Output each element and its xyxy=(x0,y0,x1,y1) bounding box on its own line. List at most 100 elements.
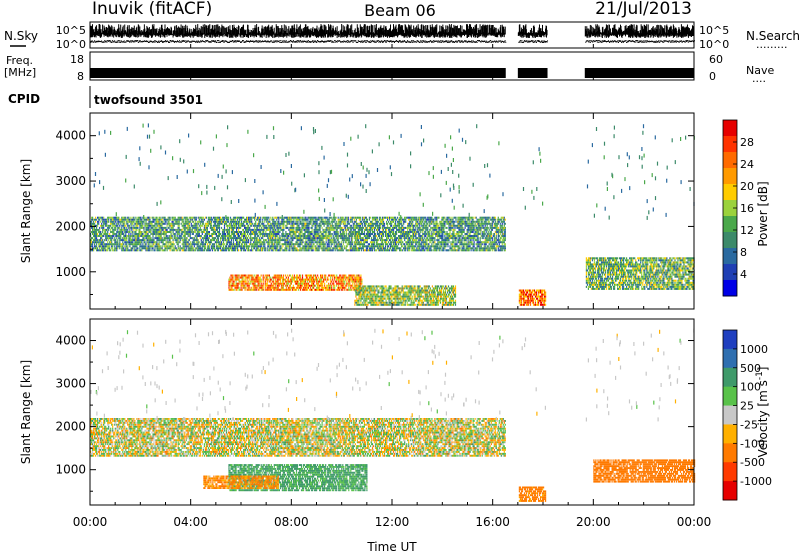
scatter-cell xyxy=(95,217,96,219)
scatter-cell xyxy=(209,233,210,235)
scatter-cell xyxy=(152,237,153,239)
scatter-cell xyxy=(142,227,143,229)
noise-search-trace xyxy=(314,41,315,42)
noise-search-trace xyxy=(628,41,629,42)
freq-left-tick-bottom: 8 xyxy=(77,70,84,83)
noise-search-trace xyxy=(394,42,395,43)
noise-search-trace xyxy=(442,40,443,41)
scatter-cell xyxy=(216,243,217,245)
noise-search-trace xyxy=(136,40,137,41)
noise-search-trace xyxy=(686,41,687,42)
noise-search-trace xyxy=(337,42,338,43)
scatter-cell xyxy=(203,221,204,223)
freq-left-tick-top: 18 xyxy=(70,53,84,66)
noise-search-trace xyxy=(390,41,391,42)
noise-search-trace xyxy=(639,40,640,41)
scatter-cell xyxy=(151,249,152,251)
noise-search-trace xyxy=(185,40,186,41)
noise-search-trace xyxy=(535,40,536,41)
noise-search-trace xyxy=(284,42,285,43)
scatter-cell xyxy=(152,227,153,229)
scatter-cell xyxy=(203,249,204,251)
scatter-cell xyxy=(97,239,98,241)
scatter-cell xyxy=(200,245,201,247)
noise-search-trace xyxy=(603,40,604,41)
scatter-cell xyxy=(185,229,186,231)
scatter-cell xyxy=(163,241,164,243)
scatter-cell xyxy=(188,247,189,249)
scatter-cell xyxy=(106,223,107,225)
noise-search-trace xyxy=(688,42,689,43)
scatter-cell xyxy=(218,231,219,233)
scatter-cell xyxy=(167,235,168,237)
noise-search-trace xyxy=(673,42,674,43)
noise-search-trace xyxy=(538,40,539,41)
scatter-cell xyxy=(203,243,204,245)
noise-search-trace xyxy=(473,40,474,41)
noise-search-trace xyxy=(236,40,237,41)
noise-search-trace xyxy=(211,42,212,43)
noise-search-trace xyxy=(183,40,184,41)
scatter-cell xyxy=(190,235,191,237)
scatter-cell xyxy=(110,229,111,231)
scatter-cell xyxy=(143,237,144,239)
scatter-cell xyxy=(168,243,169,245)
scatter-cell xyxy=(152,245,153,247)
scatter-cell xyxy=(114,245,115,247)
scatter-cell xyxy=(194,237,195,239)
scatter-cell xyxy=(179,233,180,235)
scatter-cell xyxy=(100,221,101,223)
noise-search-trace xyxy=(461,40,462,41)
noise-search-trace xyxy=(117,42,118,43)
scatter-cell xyxy=(203,237,204,239)
scatter-cell xyxy=(188,249,189,251)
scatter-cell xyxy=(170,249,171,251)
scatter-cell xyxy=(214,227,215,229)
scatter-cell xyxy=(192,229,193,231)
scatter-cell xyxy=(156,241,157,243)
noise-search-trace xyxy=(168,41,169,42)
noise-search-trace xyxy=(645,42,646,43)
noise-search-trace xyxy=(669,40,670,41)
noise-search-trace xyxy=(534,42,535,43)
noise-search-trace xyxy=(432,41,433,42)
noise-search-trace xyxy=(106,40,107,41)
noise-search-trace xyxy=(656,40,657,41)
scatter-cell xyxy=(109,247,110,249)
noise-search-trace xyxy=(424,41,425,42)
scatter-cell xyxy=(94,227,95,229)
scatter-cell xyxy=(117,225,118,227)
scatter-cell xyxy=(179,225,180,227)
scatter-cell xyxy=(142,221,143,223)
scatter-cell xyxy=(94,243,95,245)
noise-search-trace xyxy=(505,40,506,41)
noise-search-trace xyxy=(200,40,201,41)
noise-search-trace xyxy=(693,41,694,42)
scatter-cell xyxy=(139,247,140,249)
scatter-cell xyxy=(207,229,208,231)
scatter-cell xyxy=(208,239,209,241)
scatter-cell xyxy=(208,225,209,227)
scatter-cell xyxy=(214,245,215,247)
noise-search-trace xyxy=(279,40,280,41)
noise-search-trace xyxy=(257,42,258,43)
scatter-cell xyxy=(112,235,113,237)
scatter-cell xyxy=(215,231,216,233)
noise-search-trace xyxy=(165,40,166,41)
noise-search-trace xyxy=(154,42,155,43)
noise-search-trace xyxy=(295,42,296,43)
noise-search-trace xyxy=(521,42,522,43)
noise-search-legend-dots: ......... xyxy=(756,38,787,51)
noise-search-trace xyxy=(654,41,655,42)
scatter-cell xyxy=(140,243,141,245)
noise-search-trace xyxy=(663,42,664,43)
noise-search-trace xyxy=(366,42,367,43)
noise-search-trace xyxy=(504,42,505,43)
scatter-cell xyxy=(182,217,183,219)
noise-search-trace xyxy=(467,42,468,43)
noise-search-trace xyxy=(644,40,645,41)
scatter-cell xyxy=(163,221,164,223)
noise-search-trace xyxy=(126,41,127,42)
noise-search-trace xyxy=(379,41,380,42)
scatter-cell xyxy=(101,223,102,225)
